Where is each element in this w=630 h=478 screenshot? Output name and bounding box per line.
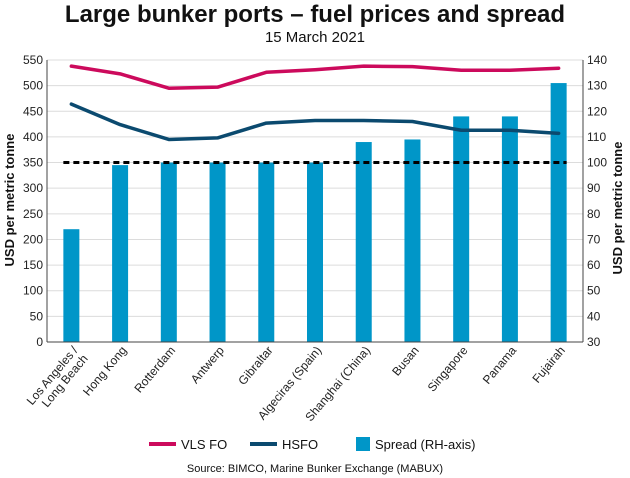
spread-bar-5: [307, 162, 323, 342]
spread-bar-1: [112, 165, 129, 342]
left-tick-label-9: 450: [23, 104, 43, 118]
x-tick-label-3: Antwerp: [188, 343, 227, 386]
series-line-hsfo: [69, 102, 561, 142]
left-axis-ticks: 0 50 100 150 200 250 300 350 400 450 500 550: [23, 53, 43, 349]
right-tick-label-4: 70: [587, 232, 601, 246]
right-tick-label-1: 40: [587, 309, 601, 323]
spread-bar-8: [453, 116, 470, 343]
spread-bar-2: [160, 162, 177, 342]
spread-bar-6: [355, 142, 372, 342]
left-tick-label-4: 200: [23, 232, 43, 246]
x-tick-label-0: Los Angeles /Long Beach: [24, 343, 91, 416]
left-tick-label-1: 50: [30, 309, 44, 323]
source-note: Source: BIMCO, Marine Bunker Exchange (M…: [187, 463, 443, 475]
left-tick-label-3: 150: [23, 258, 43, 272]
right-tick-label-0: 30: [587, 335, 601, 349]
spread-bars: [63, 83, 567, 343]
right-tick-label-3: 60: [587, 258, 601, 272]
right-tick-label-10: 130: [587, 79, 607, 93]
legend-swatch-spread: [356, 437, 370, 451]
spread-bar-0: [63, 229, 80, 342]
x-tick-label-9: Panama: [480, 343, 520, 386]
right-tick-label-2: 50: [587, 284, 601, 298]
spread-bar-3: [209, 162, 226, 342]
legend-label-spread: Spread (RH-axis): [375, 437, 475, 452]
spread-bar-9: [501, 116, 518, 343]
right-tick-label-6: 90: [587, 181, 601, 195]
x-tick-label-8: Singapore: [425, 343, 471, 394]
right-axis-ticks: 30 40 50 60 70 80 90 100 110 120 130 140: [587, 53, 607, 349]
left-tick-label-0: 0: [36, 335, 43, 349]
left-tick-label-6: 300: [23, 181, 43, 195]
right-tick-label-9: 120: [587, 104, 607, 118]
x-tick-label-10: Fujairah: [529, 344, 568, 386]
left-tick-label-8: 400: [23, 130, 43, 144]
legend: VLS FO HSFO Spread (RH-axis): [149, 437, 475, 452]
spread-bar-10: [550, 83, 567, 342]
series-line-vls-fo: [69, 64, 561, 90]
legend-label-vlsfo: VLS FO: [181, 437, 227, 452]
x-tick-label-2: Rotterdam: [131, 344, 178, 396]
axes: [46, 60, 584, 343]
spread-bar-4: [258, 162, 275, 342]
series-lines: [69, 64, 561, 142]
x-tick-label-1: Hong Kong: [80, 344, 129, 399]
left-tick-label-2: 100: [23, 284, 43, 298]
left-tick-label-7: 350: [23, 156, 43, 170]
left-axis-label: USD per metric tonne: [2, 134, 17, 267]
x-tick-label-7: Busan: [389, 344, 422, 379]
chart-title: Large bunker ports – fuel prices and spr…: [65, 1, 565, 28]
right-tick-label-5: 80: [587, 207, 601, 221]
legend-label-hsfo: HSFO: [282, 437, 318, 452]
right-axis-label: USD per metric tonne: [610, 142, 625, 275]
x-tick-label-4: Gibraltar: [235, 343, 275, 387]
left-tick-label-5: 250: [23, 207, 43, 221]
right-tick-label-8: 110: [587, 130, 606, 144]
spread-bar-7: [404, 139, 421, 342]
left-tick-label-11: 550: [23, 53, 43, 67]
right-tick-label-7: 100: [587, 156, 607, 170]
right-tick-label-11: 140: [587, 53, 607, 67]
chart-subtitle: 15 March 2021: [265, 29, 365, 46]
left-tick-label-10: 500: [23, 79, 43, 93]
